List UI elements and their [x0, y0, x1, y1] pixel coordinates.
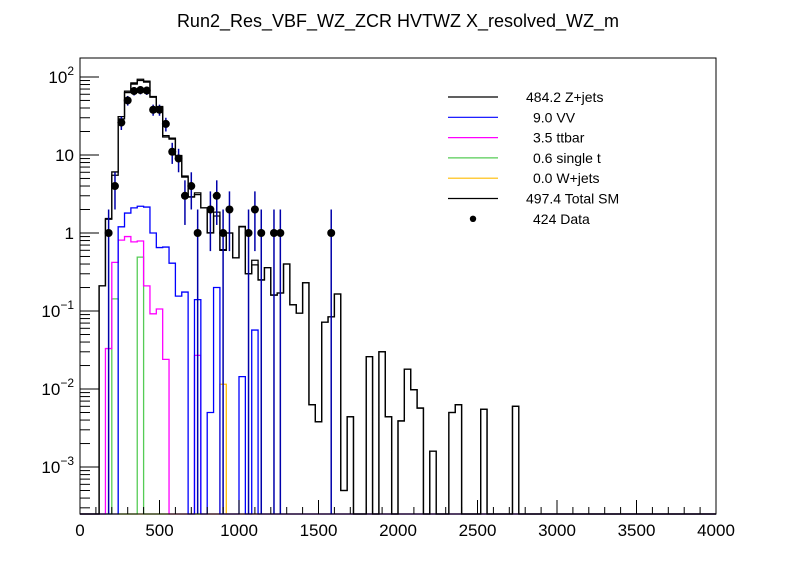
data-point [219, 228, 228, 237]
legend-name: VV [556, 109, 575, 125]
legend-name: single t [556, 150, 600, 166]
chart-title: Run2_Res_VBF_WZ_ZCR HVTWZ X_resolved_WZ_… [177, 11, 619, 32]
legend-label: 0.0 W+jets [533, 170, 600, 186]
legend-label: 484.2 Z+jets [526, 89, 603, 105]
data-point [110, 182, 119, 191]
y-tick-label: 10−1 [41, 298, 74, 321]
y-tick-base: 10 [55, 146, 74, 165]
y-tick-base: 10 [48, 68, 67, 87]
data-point [142, 86, 151, 95]
legend-name: Z+jets [565, 89, 604, 105]
x-tick-label: 500 [145, 521, 173, 540]
data-point [250, 205, 259, 214]
data-point [257, 228, 266, 237]
x-tick-label: 0 [75, 521, 84, 540]
legend-label: 9.0 VV [533, 109, 576, 125]
legend-name: Data [560, 211, 590, 227]
data-point [193, 228, 202, 237]
data-point [206, 205, 215, 214]
y-tick-label: 10−2 [41, 376, 74, 399]
y-tick-base: 10 [41, 380, 60, 399]
data-point [136, 86, 145, 95]
data-point [117, 118, 126, 127]
data-points [104, 86, 336, 514]
x-tick-label: 1500 [300, 521, 338, 540]
legend-label: 0.6 single t [533, 150, 601, 166]
data-point [123, 96, 132, 105]
y-tick-base: 10 [41, 458, 60, 477]
data-point [212, 191, 221, 200]
data-point [104, 228, 113, 237]
x-tick-label: 3500 [618, 521, 656, 540]
data-point [225, 205, 234, 214]
legend-yield: 0.6 [533, 150, 553, 166]
y-tick-base: 10 [41, 302, 60, 321]
data-point [174, 154, 183, 163]
y-tick-label: 10 [55, 146, 74, 165]
legend-marker-data [469, 215, 477, 222]
data-point [168, 147, 177, 156]
legend-yield: 0.0 [533, 170, 553, 186]
x-tick-label: 1000 [220, 521, 258, 540]
y-tick-base: 1 [65, 224, 74, 243]
legend-name: Total SM [565, 191, 619, 207]
legend-yield: 497.4 [526, 191, 561, 207]
y-tick-exponent: −2 [60, 376, 74, 390]
legend-label: 424 Data [533, 211, 590, 227]
legend-name: ttbar [556, 130, 584, 146]
legend-label: 497.4 Total SM [526, 191, 619, 207]
y-tick-exponent: −3 [60, 454, 74, 468]
histograms [80, 78, 716, 515]
data-point [269, 228, 278, 237]
y-tick-exponent: −1 [60, 298, 74, 312]
legend-yield: 424 [533, 211, 557, 227]
data-point [244, 228, 253, 237]
data-point [161, 119, 170, 128]
legend-label: 3.5 ttbar [533, 130, 585, 146]
data-point [130, 87, 139, 96]
y-tick-exponent: 2 [67, 64, 74, 78]
x-tick-label: 4000 [697, 521, 735, 540]
y-tick-label: 10−3 [41, 454, 74, 477]
x-tick-label: 2000 [379, 521, 417, 540]
y-tick-label: 102 [48, 64, 74, 87]
legend-yield: 3.5 [533, 130, 553, 146]
legend-yield: 9.0 [533, 109, 553, 125]
legend-name: W+jets [556, 170, 599, 186]
data-point [276, 228, 285, 237]
legend-yield: 484.2 [526, 89, 561, 105]
data-point [155, 105, 164, 114]
data-point [187, 182, 196, 191]
x-tick-label: 3000 [538, 521, 576, 540]
data-point [149, 105, 158, 114]
y-tick-label: 1 [65, 224, 74, 243]
data-point [180, 191, 189, 200]
data-point [327, 228, 336, 237]
axes: 0 500 1000 1500 2000 2500 3000 3500 400010−310−2… [41, 64, 735, 540]
x-tick-label: 2500 [459, 521, 497, 540]
